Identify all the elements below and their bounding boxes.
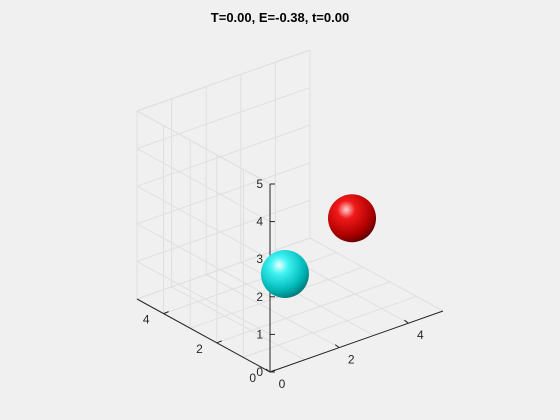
grid-line-z-left bbox=[136, 260, 271, 335]
x-tick-mark bbox=[404, 319, 409, 324]
grid-line-y-floor bbox=[216, 281, 390, 344]
y-tick-label: 0 bbox=[249, 371, 256, 385]
grid-line-z-back bbox=[136, 87, 311, 150]
y-tick-label: 2 bbox=[196, 342, 203, 356]
x-tick-label: 2 bbox=[348, 353, 355, 367]
grid-line-x-floor bbox=[205, 274, 340, 349]
x-tick-label: 4 bbox=[417, 328, 424, 342]
z-tick-label: 3 bbox=[256, 252, 263, 266]
grid-line-x-floor bbox=[171, 286, 305, 361]
grid-line-y-floor bbox=[136, 237, 311, 300]
tick-layer: 0 1 2 3 4 5 0 2 4 0 2 4 bbox=[143, 177, 424, 391]
plot-title: T=0.00, E=-0.38, t=0.00 bbox=[210, 10, 350, 25]
grid-line-z-back bbox=[136, 124, 311, 187]
sphere-marker-0 bbox=[260, 249, 309, 298]
grid-line-y-floor bbox=[243, 295, 417, 358]
z-tick-label: 4 bbox=[256, 215, 263, 229]
z-tick-label: 5 bbox=[256, 177, 263, 191]
data-layer bbox=[260, 194, 376, 298]
box-edge bbox=[136, 110, 271, 185]
grid-line-z-left bbox=[136, 148, 271, 223]
x-tick-label: 0 bbox=[279, 377, 286, 391]
grid-line-x-floor bbox=[309, 237, 444, 312]
grid-line-z-back bbox=[136, 162, 311, 225]
grid-line-y-floor bbox=[163, 252, 337, 315]
z-tick-label: 2 bbox=[256, 290, 263, 304]
box-edge bbox=[136, 49, 311, 112]
y-tick-mark bbox=[216, 340, 222, 344]
z-tick-label: 1 bbox=[256, 327, 263, 341]
y-tick-label: 4 bbox=[143, 313, 150, 327]
y-tick-mark bbox=[163, 311, 169, 315]
grid-line-z-left bbox=[136, 223, 271, 298]
grid-line-y-floor bbox=[190, 266, 364, 329]
x-axis-line bbox=[269, 310, 444, 373]
grid-line-z-back bbox=[136, 199, 311, 262]
y-axis-line bbox=[136, 298, 271, 373]
z-tick-label: 0 bbox=[256, 365, 263, 379]
x-tick-mark bbox=[265, 368, 271, 373]
x-tick-mark bbox=[334, 344, 340, 349]
grid-line-z-left bbox=[136, 185, 271, 260]
y-tick-mark bbox=[269, 369, 276, 373]
sphere-marker-1 bbox=[328, 194, 376, 243]
